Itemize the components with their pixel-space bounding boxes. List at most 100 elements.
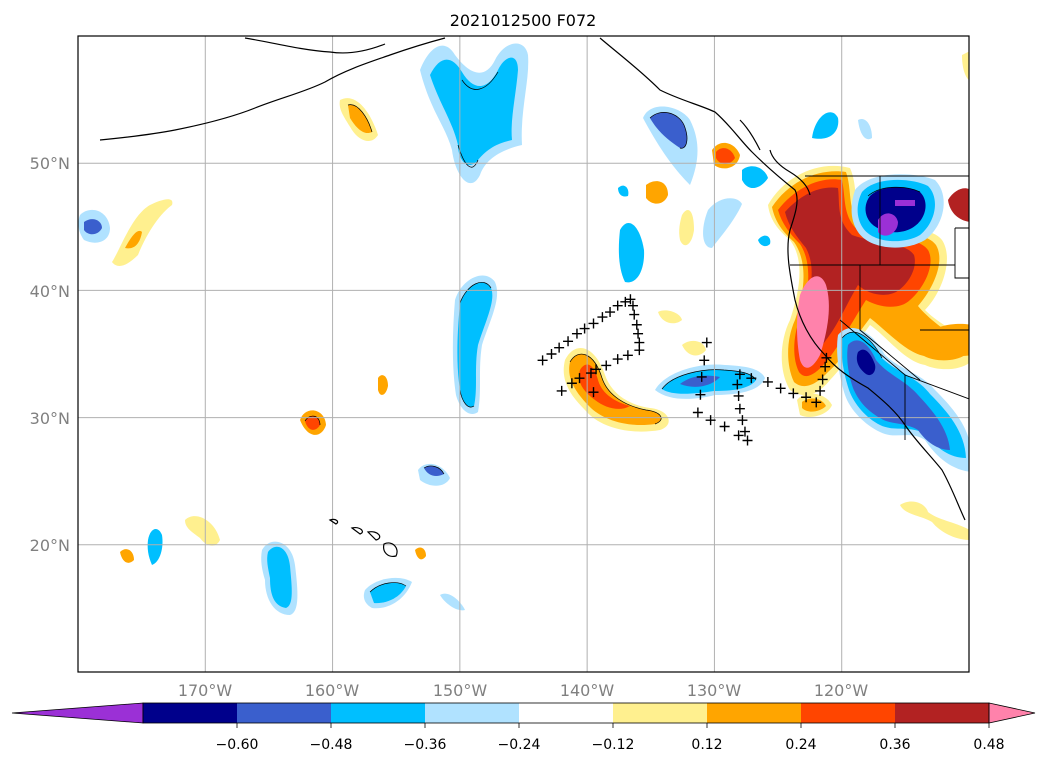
plus-marker bbox=[696, 371, 707, 382]
anomaly-small-13 bbox=[679, 210, 694, 246]
plus-marker bbox=[627, 300, 638, 311]
colorbar-tick-label: 0.36 bbox=[879, 737, 910, 753]
plus-marker bbox=[537, 355, 548, 366]
map-frame bbox=[77, 35, 970, 673]
plus-marker bbox=[815, 385, 826, 396]
anomaly-small-18 bbox=[682, 340, 706, 356]
anomaly-small-14 bbox=[703, 198, 742, 248]
lon-label-160w: 160°W bbox=[305, 681, 360, 700]
lon-label-150w: 150°W bbox=[433, 681, 488, 700]
plus-marker bbox=[775, 383, 786, 394]
plus-marker bbox=[605, 307, 616, 318]
anomaly-small-11 bbox=[618, 222, 645, 283]
colorbar-tick-label: 0.12 bbox=[691, 737, 722, 753]
map-area bbox=[77, 35, 970, 673]
colorbar-extend-high bbox=[988, 702, 1036, 724]
anomaly-small-24 bbox=[378, 375, 388, 395]
anomaly-sw-us-navy bbox=[856, 349, 876, 376]
plus-marker bbox=[734, 369, 745, 380]
plus-marker bbox=[737, 415, 748, 426]
anomaly-small-22 bbox=[415, 547, 426, 560]
plus-marker bbox=[546, 349, 557, 359]
anomaly-small-29 bbox=[962, 51, 969, 81]
plus-marker bbox=[597, 312, 608, 323]
plus-marker bbox=[588, 387, 599, 398]
plus-marker bbox=[692, 407, 703, 418]
plus-marker bbox=[701, 337, 712, 348]
colorbar-segment bbox=[801, 703, 896, 723]
marker-layer bbox=[537, 294, 832, 446]
map-title: 2021012500 F072 bbox=[450, 11, 597, 30]
colorbar-segment bbox=[425, 703, 520, 723]
plus-marker bbox=[739, 426, 750, 437]
colorbar-segment bbox=[895, 703, 990, 723]
colorbar-frame bbox=[142, 702, 990, 724]
lon-label-120w: 120°W bbox=[814, 681, 869, 700]
plus-marker bbox=[612, 354, 623, 365]
anomaly-small-1-core bbox=[84, 219, 102, 235]
anomaly-gulf-alaska-core bbox=[430, 57, 518, 165]
colorbar-segment bbox=[331, 703, 426, 723]
anomaly-central-neg-royal bbox=[680, 375, 720, 387]
plus-marker bbox=[556, 385, 567, 396]
colorbar-tick-label: 0.24 bbox=[785, 737, 816, 753]
plus-marker bbox=[633, 328, 644, 339]
lat-label-30: 30°N bbox=[30, 409, 70, 428]
plus-marker bbox=[620, 296, 631, 307]
plus-marker bbox=[817, 374, 828, 385]
plus-marker bbox=[631, 319, 642, 330]
plus-marker bbox=[820, 361, 831, 372]
anomaly-small-16 bbox=[716, 148, 735, 164]
plus-marker bbox=[566, 378, 577, 389]
anomaly-small-20 bbox=[900, 501, 969, 540]
colorbar-tick-label: −0.12 bbox=[592, 737, 635, 753]
anomaly-fill-layer bbox=[78, 43, 969, 615]
plus-marker bbox=[625, 294, 636, 305]
plus-marker bbox=[695, 389, 706, 400]
plus-marker bbox=[762, 376, 773, 387]
plus-marker bbox=[734, 403, 745, 414]
anomaly-east-red bbox=[948, 188, 969, 222]
anomaly-small-7 bbox=[185, 516, 220, 546]
anomaly-bc-1 bbox=[812, 112, 839, 139]
lon-label-130w: 130°W bbox=[687, 681, 742, 700]
lon-label-140w: 140°W bbox=[560, 681, 615, 700]
anomaly-small-5-core bbox=[267, 546, 292, 608]
plus-marker bbox=[634, 345, 645, 356]
latitude-labels: 50°N 40°N 30°N 20°N bbox=[30, 154, 70, 555]
plus-marker bbox=[811, 397, 822, 408]
anomaly-small-3-core bbox=[348, 104, 372, 134]
anomaly-small-10 bbox=[440, 593, 465, 611]
anomaly-small-2 bbox=[112, 199, 173, 266]
colorbar-segment bbox=[143, 703, 238, 723]
plus-marker bbox=[554, 342, 565, 353]
lon-label-170w: 170°W bbox=[178, 681, 233, 700]
anomaly-small-6-core bbox=[370, 582, 406, 604]
anomaly-california-pink bbox=[797, 276, 829, 368]
colorbar-segment bbox=[237, 703, 332, 723]
anomaly-small-8 bbox=[147, 528, 163, 565]
anomaly-idaho-purple bbox=[878, 200, 915, 236]
colorbar-tick-label: −0.36 bbox=[404, 737, 447, 753]
plus-marker bbox=[746, 373, 757, 384]
anomaly-central-pos-red bbox=[578, 364, 630, 409]
colorbar-tick-label: −0.48 bbox=[310, 737, 353, 753]
lat-label-20: 20°N bbox=[30, 536, 70, 555]
anomaly-small-17 bbox=[658, 310, 682, 324]
plus-marker bbox=[563, 336, 574, 347]
plus-marker bbox=[699, 355, 710, 366]
plus-marker bbox=[821, 352, 832, 363]
anomaly-small-2-core bbox=[125, 230, 142, 249]
plus-marker bbox=[719, 421, 730, 432]
plus-marker bbox=[574, 373, 585, 384]
anomaly-small-4-core bbox=[305, 416, 320, 430]
plus-marker bbox=[732, 379, 743, 390]
gridlines bbox=[78, 36, 969, 672]
plus-marker bbox=[579, 323, 590, 334]
anomaly-small-21 bbox=[925, 323, 969, 357]
longitude-labels: 170°W 160°W 150°W 140°W 130°W 120°W bbox=[178, 681, 869, 700]
plus-marker bbox=[601, 360, 612, 371]
plus-marker bbox=[571, 328, 582, 339]
colorbar-tick-label: 0.48 bbox=[973, 737, 1004, 753]
